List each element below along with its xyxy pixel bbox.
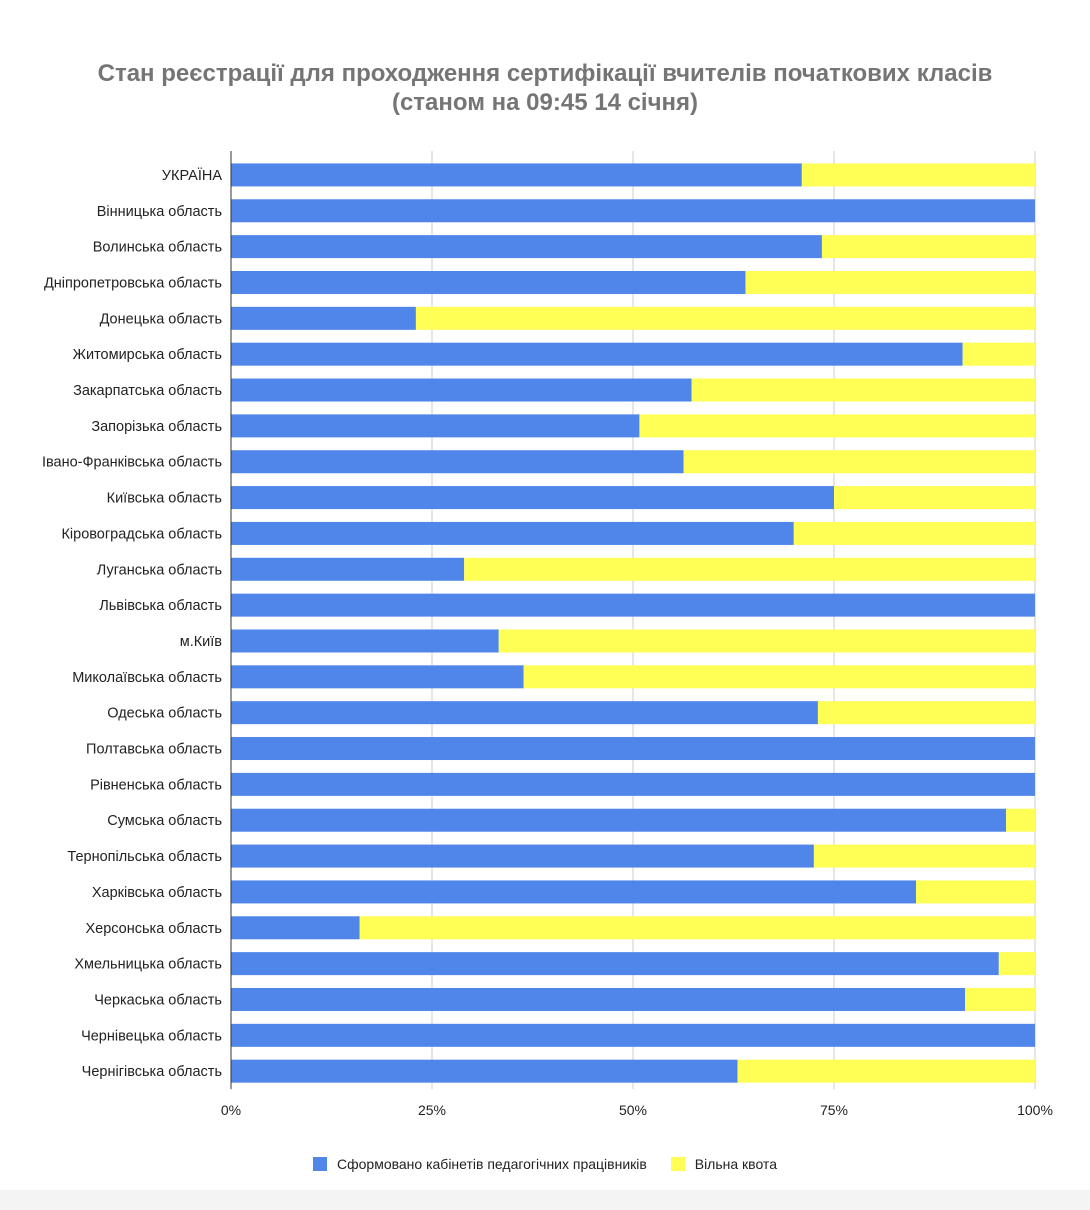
x-axis-ticks: 0% 25% 50% 75% 100% [221,1102,1053,1118]
x-tick-label: 75% [820,1102,848,1118]
stacked-bar-chart: УКРАЇНА Вінницька область Волинська област… [42,151,1053,1118]
category-label: Донецька область [100,311,222,327]
bar-free-quota[interactable] [821,235,1035,259]
category-label: Львівська область [99,598,222,614]
bar-formed[interactable] [231,665,524,689]
bar-formed[interactable] [231,450,684,474]
category-label: УКРАЇНА [162,167,223,184]
x-tick-label: 100% [1017,1102,1053,1118]
bars [231,163,1035,1083]
bar-free-quota[interactable] [965,987,1035,1011]
bar-formed[interactable] [231,772,1035,796]
category-label: Хмельницька область [74,957,222,973]
category-label: Сумська область [107,813,222,829]
category-label: Тернопільська область [67,849,222,865]
category-label: Харківська область [92,885,222,901]
bar-formed[interactable] [231,987,966,1011]
category-label: Закарпатська область [73,383,222,399]
legend-label-formed: Сформовано кабінетів педагогічних праців… [337,1156,647,1172]
bar-free-quota[interactable] [793,521,1035,545]
x-tick-label: 50% [619,1102,647,1118]
bar-free-quota[interactable] [359,916,1035,940]
category-label: Кіровоградська область [61,526,222,542]
category-label: Івано-Франківська область [42,455,222,471]
bar-free-quota[interactable] [683,450,1035,474]
bar-formed[interactable] [231,629,499,653]
x-tick-label: 0% [221,1102,241,1118]
category-label: Чернігівська область [82,1064,222,1080]
category-label: Дніпропетровська область [44,275,222,291]
legend: Сформовано кабінетів педагогічних праців… [0,1156,1090,1174]
bar-formed[interactable] [231,952,999,976]
legend-item-formed[interactable]: Сформовано кабінетів педагогічних праців… [313,1156,647,1172]
category-label: Одеська область [107,706,222,722]
chart-subtitle: (станом на 09:45 14 січня) [391,89,699,116]
bar-formed[interactable] [231,737,1035,761]
bar-formed[interactable] [231,1023,1035,1047]
category-label: Полтавська область [86,742,222,758]
footer-strip [0,1190,1090,1210]
bar-formed[interactable] [231,342,963,366]
bar-free-quota[interactable] [817,701,1035,725]
bar-formed[interactable] [231,378,692,402]
bar-formed[interactable] [231,880,917,904]
legend-label-free-quota: Вільна квота [694,1156,777,1172]
bar-free-quota[interactable] [498,629,1035,653]
bar-free-quota[interactable] [737,1059,1035,1083]
bar-free-quota[interactable] [1006,808,1035,832]
category-label: Миколаївська область [72,670,222,686]
category-label: Рівненська область [90,777,222,793]
legend-item-free-quota[interactable]: Вільна квота [670,1156,777,1172]
bar-free-quota[interactable] [801,163,1035,187]
legend-swatch-blue [313,1157,327,1171]
bar-formed[interactable] [231,199,1035,223]
bar-formed[interactable] [231,306,416,330]
bar-formed[interactable] [231,486,834,510]
category-label: Луганська область [97,562,222,578]
bar-formed[interactable] [231,235,822,259]
legend-swatch-yellow [670,1157,685,1171]
bar-formed[interactable] [231,593,1035,617]
category-labels: УКРАЇНА Вінницька область Волинська област… [42,167,222,1080]
category-label: Київська область [107,491,222,507]
bar-free-quota[interactable] [962,342,1035,366]
bar-free-quota[interactable] [834,486,1035,510]
category-label: Волинська область [93,240,222,256]
category-label: Житомирська область [73,347,222,363]
bar-free-quota[interactable] [998,952,1035,976]
bar-free-quota[interactable] [916,880,1035,904]
bar-formed[interactable] [231,557,465,581]
bar-formed[interactable] [231,916,360,940]
category-label: Херсонська область [85,921,222,937]
bar-free-quota[interactable] [745,270,1035,294]
category-label: м.Київ [180,634,223,650]
bar-free-quota[interactable] [523,665,1035,689]
bar-formed[interactable] [231,701,818,725]
bar-free-quota[interactable] [813,844,1035,868]
category-label: Черкаська область [94,992,222,1008]
x-tick-label: 25% [418,1102,446,1118]
bar-free-quota[interactable] [639,414,1035,438]
chart-title: Стан реєстрації для проходження сертифік… [97,60,993,87]
bar-formed[interactable] [231,270,746,294]
category-label: Чернівецька область [81,1028,222,1044]
bar-free-quota[interactable] [415,306,1035,330]
bar-formed[interactable] [231,521,794,545]
bar-formed[interactable] [231,163,802,187]
bar-formed[interactable] [231,1059,738,1083]
category-label: Запорізька область [91,419,222,435]
category-label: Вінницька область [97,204,222,220]
bar-formed[interactable] [231,414,640,438]
bar-formed[interactable] [231,844,814,868]
bar-free-quota[interactable] [691,378,1035,402]
bar-free-quota[interactable] [464,557,1035,581]
bar-formed[interactable] [231,808,1007,832]
